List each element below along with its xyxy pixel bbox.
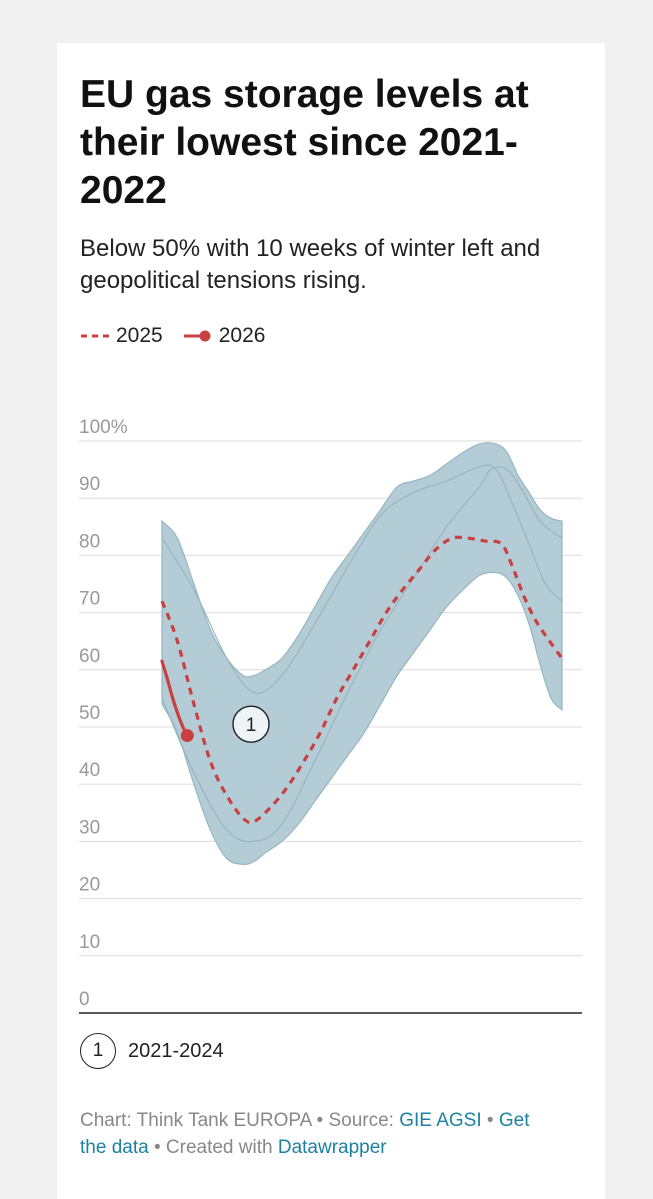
dashed-line-swatch-icon <box>81 334 109 338</box>
annotation-badge: 1 <box>80 1033 116 1069</box>
line-dot-swatch-icon <box>183 330 211 342</box>
y-tick-label: 10 <box>79 932 100 953</box>
footer-credit: Chart: Think Tank EUROPA <box>80 1110 312 1131</box>
y-tick-label: 90 <box>79 474 100 495</box>
legend-item-2026: 2026 <box>183 324 266 348</box>
band-year-line <box>161 466 563 843</box>
chart-subtitle: Below 50% with 10 weeks of winter left a… <box>80 235 541 294</box>
chart-card: EU gas storage levels at their lowest si… <box>57 43 605 1199</box>
series-line-2025 <box>160 535 564 825</box>
y-tick-label: 40 <box>79 760 100 781</box>
chart-title: EU gas storage levels at their lowest si… <box>80 73 529 212</box>
footer-created-prefix: Created with <box>165 1137 278 1158</box>
series-endpoint-2026 <box>180 729 194 743</box>
get-data-link[interactable]: Get the data <box>80 1110 530 1158</box>
legend-label-2025: 2025 <box>116 324 163 347</box>
y-tick-label: 0 <box>79 989 90 1010</box>
y-tick-label: 60 <box>79 646 100 667</box>
annotation-marker-label: 1 <box>246 715 257 736</box>
annotation-marker <box>232 705 270 743</box>
y-tick-label: 70 <box>79 589 100 610</box>
y-tick-label: 50 <box>79 703 100 724</box>
series-line-2026 <box>160 659 189 738</box>
y-tick-label: 20 <box>79 875 100 896</box>
y-tick-label: 80 <box>79 531 100 552</box>
legend-label-2026: 2026 <box>218 324 266 347</box>
annotation-legend-label: 2021-2024 <box>128 1039 224 1062</box>
footer-source-prefix: Source: <box>328 1110 400 1131</box>
y-tick-label: 30 <box>79 817 100 838</box>
chart-footer: Chart: Think Tank EUROPA • Source: GIE A… <box>80 1110 530 1158</box>
legend-item-2025: 2025 <box>80 324 163 348</box>
annotation-legend: 1 2021-2024 <box>80 1033 224 1069</box>
band-year-line <box>161 464 563 694</box>
datawrapper-link[interactable]: Datawrapper <box>277 1137 387 1158</box>
legend: 2025 2026 <box>80 323 285 349</box>
y-tick-label: 100% <box>79 417 128 438</box>
source-link[interactable]: GIE AGSI <box>399 1110 482 1131</box>
